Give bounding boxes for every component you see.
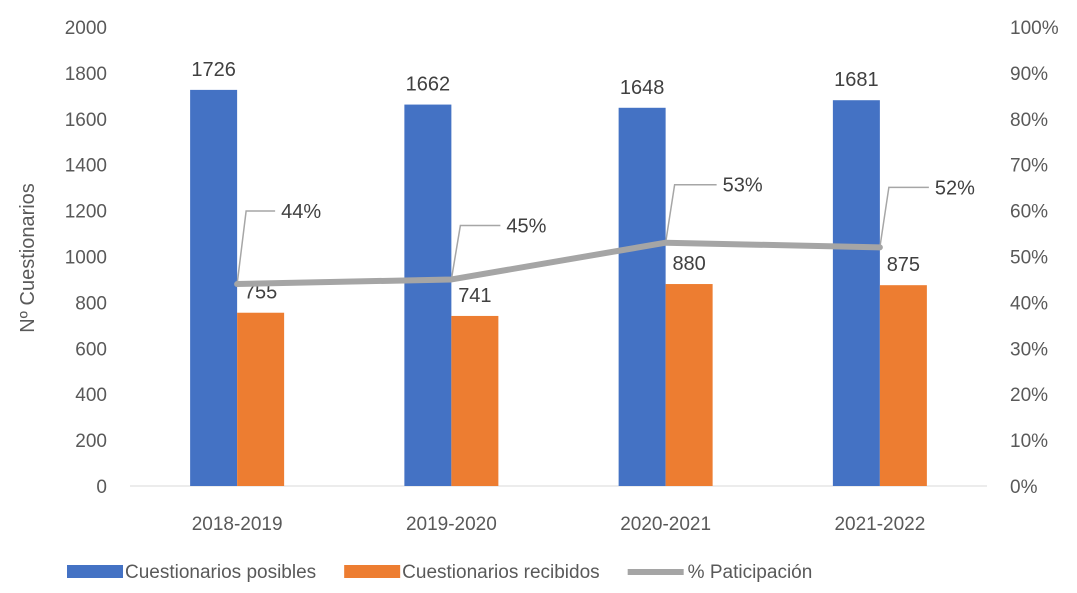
leader-line [664, 183, 717, 243]
y2-tick-label: 70% [1010, 156, 1048, 177]
bar-data-label: 1726 [191, 59, 236, 81]
y-tick-label: 400 [75, 385, 107, 406]
bar [618, 107, 666, 486]
y2-tick-label: 60% [1010, 202, 1048, 223]
participation-line [234, 239, 883, 288]
y-tick-label: 1800 [65, 64, 107, 85]
y2-tick-label: 20% [1010, 385, 1048, 406]
legend-label: Cuestionarios recibidos [402, 562, 600, 583]
leader-line [879, 186, 929, 248]
bar-data-label: 880 [672, 253, 705, 275]
y2-tick-label: 40% [1010, 293, 1048, 314]
bar-data-label: 1648 [620, 77, 665, 99]
bar-data-label: 755 [244, 282, 277, 304]
y-tick-label: 2000 [65, 18, 107, 39]
bar-data-label: 1662 [406, 74, 451, 96]
legend: Cuestionarios posibles Cuestionarios reci… [67, 562, 812, 583]
bar-data-label: 1681 [834, 69, 879, 91]
y2-tick-label: 50% [1010, 248, 1048, 269]
legend-label: Cuestionarios posibles [125, 562, 316, 583]
line-data-label: 52% [935, 177, 975, 199]
leader-line [450, 224, 501, 280]
y-tick-label: 1400 [65, 156, 107, 177]
participation-line-layer: 44% 45% 53% 52% [234, 175, 975, 288]
bar [190, 89, 238, 487]
line-data-label: 45% [506, 215, 546, 237]
y-tick-label: 600 [75, 339, 107, 360]
bar [451, 315, 499, 486]
legend-label: % Paticipación [688, 562, 813, 583]
bar [879, 285, 927, 486]
line-data-label: 44% [281, 201, 321, 223]
category-labels: 2018-2019 2019-2020 2020-2021 2021-2022 [192, 514, 926, 535]
bar [237, 312, 285, 486]
y-tick-label: 1200 [65, 202, 107, 223]
legend-swatch [344, 565, 401, 578]
y-tick-label: 800 [75, 293, 107, 314]
leader-line [236, 210, 276, 285]
bar-data-label: 741 [458, 285, 491, 307]
bars: 1726 1662 1648 1681 755 741 880 875 [190, 59, 927, 487]
category-label: 2018-2019 [192, 514, 283, 535]
y-tick-label: 200 [75, 431, 107, 452]
y2-tick-label: 100% [1010, 18, 1059, 39]
y-tick-label: 1600 [65, 110, 107, 131]
category-label: 2020-2021 [620, 514, 711, 535]
y-axis-ticks: 0 200 400 600 800 1000 1200 1400 1600 1800 2000 [65, 18, 107, 498]
y2-axis-ticks: 0% 10% 20% 30% 40% 50% 60% 70% 80% 90% 100% [1010, 18, 1059, 498]
y-tick-label: 0 [96, 477, 107, 498]
y-tick-label: 1000 [65, 248, 107, 269]
y2-tick-label: 90% [1010, 64, 1048, 85]
legend-swatch [67, 565, 123, 578]
y-axis-title: Nº Cuestionarios [17, 183, 39, 333]
y2-tick-label: 30% [1010, 339, 1048, 360]
category-label: 2019-2020 [406, 514, 497, 535]
y2-tick-label: 80% [1010, 110, 1048, 131]
bar-data-label: 875 [887, 254, 920, 276]
y2-tick-label: 0% [1010, 477, 1038, 498]
bar [832, 100, 880, 486]
y2-tick-label: 10% [1010, 431, 1048, 452]
bar [404, 104, 452, 487]
bar [665, 284, 713, 486]
line-data-label: 53% [723, 175, 763, 197]
category-label: 2021-2022 [834, 514, 925, 535]
